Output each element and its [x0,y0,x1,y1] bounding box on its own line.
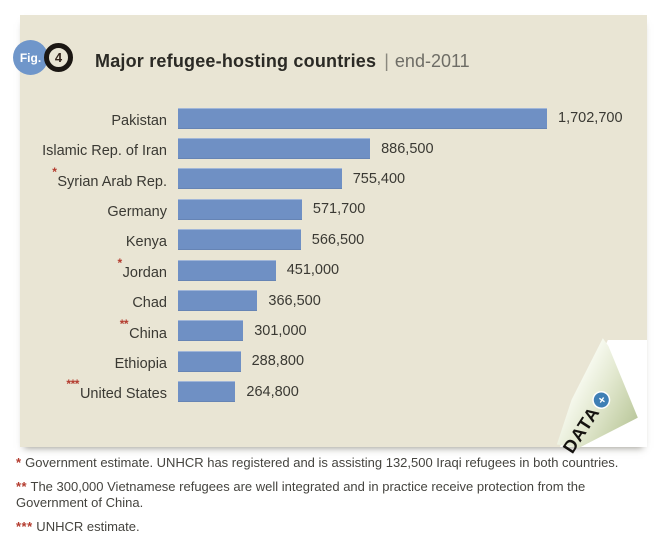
footnote-marker: * [16,455,22,470]
bar-row: Pakistan 1,702,700 [27,103,623,133]
bar-row: *Jordan 451,000 [27,255,623,285]
row-label: Pakistan [27,108,167,129]
bar-value: 288,800 [251,353,305,370]
bar-value: 451,000 [286,262,340,279]
bar-row: Germany 571,700 [27,194,623,224]
footnote-marker: *** [16,518,33,534]
bar [178,290,258,312]
row-label: Germany [27,199,167,220]
bar [178,138,371,160]
footnote-text: The 300,000 Vietnamese refugees are well… [16,478,586,511]
bar-row: Kenya 566,500 [27,225,623,255]
row-label-text: Jordan [122,264,167,281]
row-asterisk: *** [66,377,79,392]
footnote: * Government estimate. UNHCR has registe… [16,455,628,472]
bar-chart: Pakistan 1,702,700 Islamic Rep. of Iran … [27,103,623,407]
row-label-text: Germany [107,203,167,220]
footnote-text: Government estimate. UNHCR has registere… [21,455,619,470]
row-label: Ethiopia [27,351,167,372]
fig-badge: Fig. [13,40,48,75]
bar-value: 886,500 [381,140,434,157]
bar [178,107,547,129]
bar-row: *Syrian Arab Rep. 755,400 [27,164,623,194]
fig-number: 4 [54,50,63,65]
fig-badge-label: Fig. [19,50,42,65]
bar [178,259,276,281]
row-asterisk: * [52,164,57,179]
figure-title-text: Major refugee-hosting countries [95,51,377,71]
figure-panel [20,15,647,447]
title-separator: | [384,51,389,71]
bar-value: 1,702,700 [558,110,623,127]
row-label-text: United States [79,386,167,403]
row-label-text: China [129,325,167,342]
row-label: *Jordan [27,256,167,281]
bar [178,350,241,372]
footnote-text: UNHCR estimate. [32,518,140,534]
bar [178,198,302,220]
footnote: ** The 300,000 Vietnamese refugees are w… [16,479,628,512]
row-label-text: Syrian Arab Rep. [57,173,167,190]
row-label: *Syrian Arab Rep. [27,165,167,190]
bar-row: ***United States 264,800 [27,377,623,407]
bar-value: 264,800 [246,383,299,400]
bar [178,168,342,190]
row-label-text: Pakistan [111,112,167,129]
bar [178,320,244,342]
footnote-marker: ** [16,478,28,494]
row-label: ***United States [27,377,167,403]
bar [178,229,301,251]
bar-row: **China 301,000 [27,316,623,346]
row-asterisk: * [117,255,122,270]
footnotes: * Government estimate. UNHCR has registe… [16,455,628,542]
row-label-text: Ethiopia [114,355,167,372]
bar-value: 366,500 [268,292,321,309]
bar-row: Islamic Rep. of Iran 886,500 [27,133,623,163]
footnote: *** UNHCR estimate. [16,519,628,536]
title-period: end-2011 [394,51,470,71]
row-label: **China [27,317,167,342]
row-label-text: Chad [132,294,167,311]
data-plus-corner[interactable]: DATA + [540,327,647,457]
bar-value: 566,500 [311,231,365,248]
bar-value: 755,400 [352,170,406,187]
figure-title: Major refugee-hosting countries | end-2011 [95,51,470,72]
fig-number-ring: 4 [44,43,73,72]
bar [178,381,236,403]
row-asterisk: ** [119,316,129,331]
row-label: Chad [27,290,167,311]
row-label: Kenya [27,229,167,250]
row-label-text: Islamic Rep. of Iran [42,143,167,159]
row-label: Islamic Rep. of Iran [27,138,167,159]
bar-row: Ethiopia 288,800 [27,346,623,376]
bar-value: 301,000 [254,322,307,339]
bar-value: 571,700 [312,201,366,218]
row-label-text: Kenya [125,234,167,251]
bar-row: Chad 366,500 [27,285,623,315]
